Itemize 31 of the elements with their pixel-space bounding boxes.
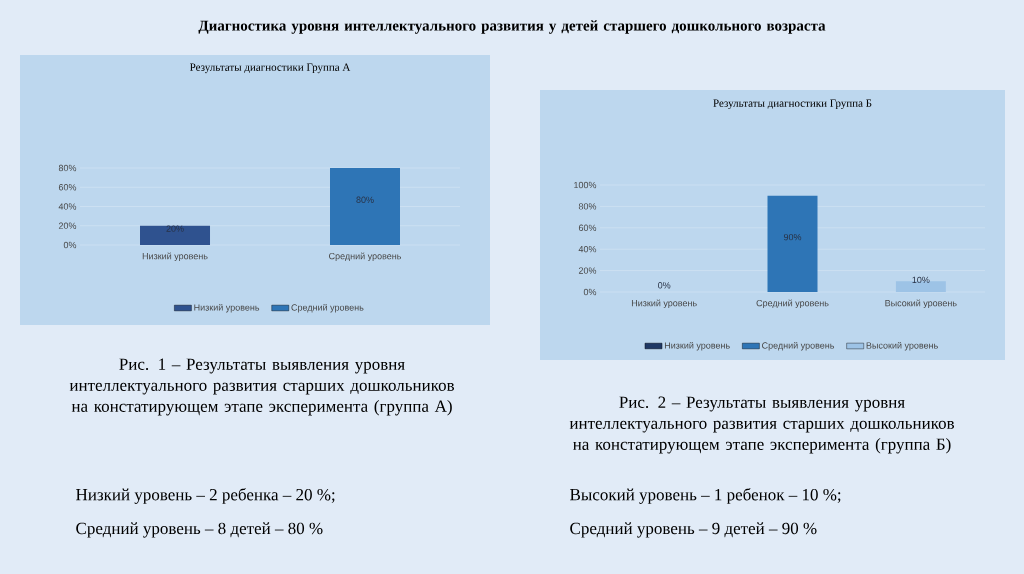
text: Высокий уровень – 1 ребенок – 10 %; xyxy=(570,488,841,504)
y-tick-label: 60% xyxy=(58,184,77,191)
y-tick-label: 60% xyxy=(578,224,597,231)
text: Средний уровень – 8 детей – 80 % xyxy=(76,522,323,538)
text: Рис. 2 – Результаты выявления уровня интеллектуального развития старших дошкольников на констатирующем этапе эксперимента (группа Б) xyxy=(569,396,955,454)
x-tick-label: Высокий уровень xyxy=(885,299,957,309)
y-tick-label: 40% xyxy=(58,203,77,210)
y-tick-label: 20% xyxy=(58,222,77,229)
text: Низкий уровень – 2 ребенка – 20 %; xyxy=(76,488,335,504)
data-label: 0% xyxy=(658,282,671,289)
y-tick-label: 80% xyxy=(578,203,597,210)
y-tick-label: 40% xyxy=(578,246,597,253)
legend-label: Низкий уровень xyxy=(664,341,730,351)
x-tick-label: Средний уровень xyxy=(756,299,829,309)
chart-title: Результаты диагностики Группа Б xyxy=(713,99,872,110)
y-tick-label: 0% xyxy=(583,288,597,296)
y-tick-label: 0% xyxy=(63,241,77,249)
legend-label: Высокий уровень xyxy=(866,341,938,351)
y-tick-label: 80% xyxy=(58,164,77,172)
chart-title: Результаты диагностики Группа А xyxy=(189,63,351,74)
text: Средний уровень – 9 детей – 90 % xyxy=(570,522,817,538)
y-tick-label: 20% xyxy=(578,267,597,274)
data-label: 90% xyxy=(783,233,802,241)
text: Диагностика уровня интеллектуального развития у детей старшего дошкольного возраста xyxy=(198,20,826,34)
legend-label: Средний уровень xyxy=(762,341,835,351)
data-label: 80% xyxy=(356,196,374,203)
text: Рис. 1 – Результаты выявления уровня интеллектуального развития старших дошкольников на констатирующем этапе эксперимента (группа А) xyxy=(69,358,455,416)
data-label: 10% xyxy=(912,276,930,284)
data-label: 20% xyxy=(166,225,184,232)
x-tick-label: Низкий уровень xyxy=(631,299,697,309)
y-tick-label: 100% xyxy=(574,181,597,189)
